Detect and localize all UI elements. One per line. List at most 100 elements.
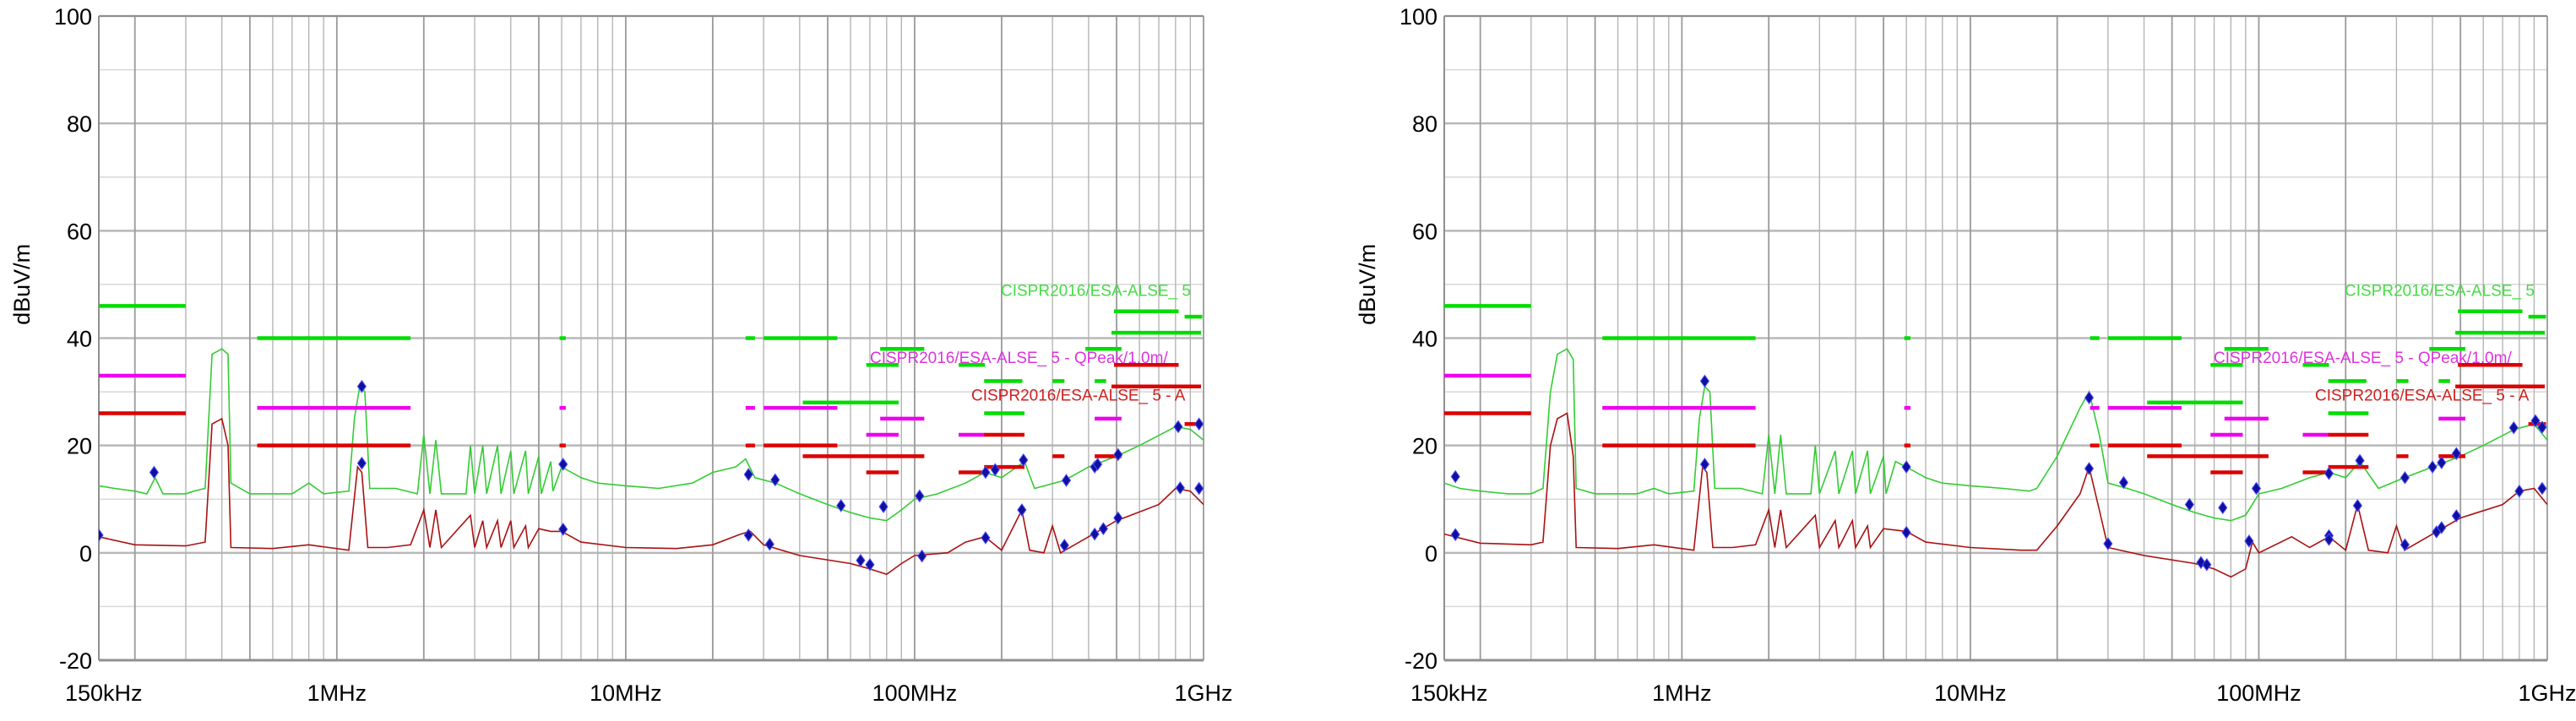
y-tick-label: 20 xyxy=(1412,434,1437,459)
average-marker xyxy=(99,528,104,542)
x-tick-label: 100MHz xyxy=(2216,680,2302,706)
average-marker xyxy=(2084,462,2095,475)
average-marker xyxy=(1901,525,1911,539)
average-marker xyxy=(2202,557,2212,572)
average-marker xyxy=(1059,539,1069,552)
average-marker xyxy=(865,557,875,572)
peak-marker xyxy=(1061,474,1072,487)
average-marker xyxy=(2399,538,2410,552)
average-marker xyxy=(916,549,927,563)
average-marker xyxy=(2437,521,2447,534)
peak-limit-label: CISPR2016/ESA-ALSE_ 5 xyxy=(1001,282,1191,300)
x-tick-label: 150kHz xyxy=(65,680,143,706)
peak-limit-label: CISPR2016/ESA-ALSE_ 5 xyxy=(2345,282,2535,300)
x-tick-label: 100MHz xyxy=(872,680,958,706)
peak-marker xyxy=(356,379,367,393)
peak-marker xyxy=(1699,374,1710,388)
y-axis-label: dBuV/m xyxy=(9,244,35,325)
y-tick-label: 40 xyxy=(1412,327,1437,352)
peak-marker xyxy=(2451,447,2461,461)
y-tick-label: 60 xyxy=(1412,219,1437,244)
peak-marker xyxy=(743,468,753,481)
average-marker xyxy=(981,531,991,545)
y-tick-label: 0 xyxy=(79,541,92,566)
y-axis-label: dBuV/m xyxy=(1355,244,1380,325)
chart-2: -20 0 20 40 60 80 100 150kHz 1MHz 10MHz 100MHz 1GHz… xyxy=(1355,4,2576,706)
average-marker xyxy=(1090,527,1100,541)
y-tick-label: -20 xyxy=(1405,648,1437,674)
average-limit-label: CISPR2016/ESA-ALSE_ 5 - A xyxy=(2315,387,2530,404)
peak-marker xyxy=(990,463,1000,477)
average-marker xyxy=(558,522,568,536)
peak-marker xyxy=(1450,469,1460,484)
y-tick-label: 0 xyxy=(1425,541,1437,566)
peak-marker xyxy=(878,500,889,514)
average-marker xyxy=(1175,481,1185,495)
x-tick-label: 1GHz xyxy=(1174,680,1232,706)
peak-marker xyxy=(836,499,846,512)
average-marker xyxy=(2103,537,2113,550)
peak-marker xyxy=(1113,447,1123,462)
plot-area: CISPR2016/ESA-ALSE_ 5 CISPR2016/ESA-ALSE_… xyxy=(99,282,1204,576)
qpeak-limit-label: CISPR2016/ESA-ALSE_ 5 - QPeak/1.0m/ xyxy=(870,350,1168,367)
average-marker xyxy=(2451,509,2461,523)
average-marker xyxy=(2537,481,2547,496)
plot-area: CISPR2016/ESA-ALSE_ 5 CISPR2016/ESA-ALSE_… xyxy=(1444,282,2547,578)
average-marker xyxy=(1017,503,1027,517)
peak-marker xyxy=(558,458,568,471)
peak-marker xyxy=(981,465,991,480)
average-marker xyxy=(2244,534,2254,548)
peak-marker xyxy=(1901,460,1911,474)
peak-marker xyxy=(2184,497,2194,512)
peak-marker xyxy=(1699,458,1710,471)
peak-marker xyxy=(2323,466,2334,480)
peak-marker xyxy=(1173,420,1183,434)
average-marker xyxy=(1194,481,1204,496)
average-marker xyxy=(2323,533,2334,546)
peak-marker xyxy=(2118,475,2129,490)
y-tick-label: 100 xyxy=(54,4,92,30)
y-tick-label: 80 xyxy=(1412,111,1437,137)
y-tick-label: 60 xyxy=(67,219,92,244)
x-tick-label: 1MHz xyxy=(1652,680,1712,706)
y-tick-label: 80 xyxy=(67,111,92,137)
peak-marker xyxy=(2399,470,2410,485)
x-tick-label: 1MHz xyxy=(307,680,367,706)
peak-marker xyxy=(1093,458,1103,471)
average-marker xyxy=(743,528,753,542)
peak-marker xyxy=(2251,481,2262,496)
x-tick-label: 10MHz xyxy=(590,680,662,706)
peak-marker xyxy=(149,465,160,480)
peak-marker xyxy=(1019,453,1029,467)
average-marker xyxy=(764,537,774,551)
peak-marker xyxy=(915,489,925,503)
peak-marker xyxy=(1194,417,1204,431)
average-marker xyxy=(856,553,866,567)
peak-marker xyxy=(2530,414,2541,428)
peak-marker xyxy=(2508,420,2519,435)
peak-marker xyxy=(2218,501,2228,515)
average-marker xyxy=(2514,484,2524,498)
y-tick-label: 20 xyxy=(67,434,92,459)
peak-marker xyxy=(2537,420,2547,434)
peak-marker xyxy=(2084,391,2095,404)
qpeak-limit-label: CISPR2016/ESA-ALSE_ 5 - QPeak/1.0m/ xyxy=(2214,350,2512,367)
peak-marker xyxy=(356,456,367,470)
average-marker xyxy=(1450,528,1460,542)
average-trace xyxy=(99,417,1204,576)
x-tick-label: 1GHz xyxy=(2518,680,2576,706)
average-marker xyxy=(2352,499,2363,512)
peak-marker xyxy=(770,473,780,487)
y-tick-label: 40 xyxy=(67,327,92,352)
peak-trace xyxy=(99,348,1204,522)
y-tick-label: -20 xyxy=(59,648,92,674)
y-tick-label: 100 xyxy=(1399,4,1437,30)
average-trace xyxy=(1444,412,2547,578)
chart-1: -20 0 20 40 60 80 100 150kHz 1MHz 10MHz 100MHz 1GHz… xyxy=(9,4,1233,706)
peak-marker xyxy=(2355,453,2365,468)
x-tick-label: 10MHz xyxy=(1934,680,2007,706)
peak-marker xyxy=(2437,456,2447,469)
average-marker xyxy=(1098,522,1108,536)
peak-marker xyxy=(2427,460,2437,474)
